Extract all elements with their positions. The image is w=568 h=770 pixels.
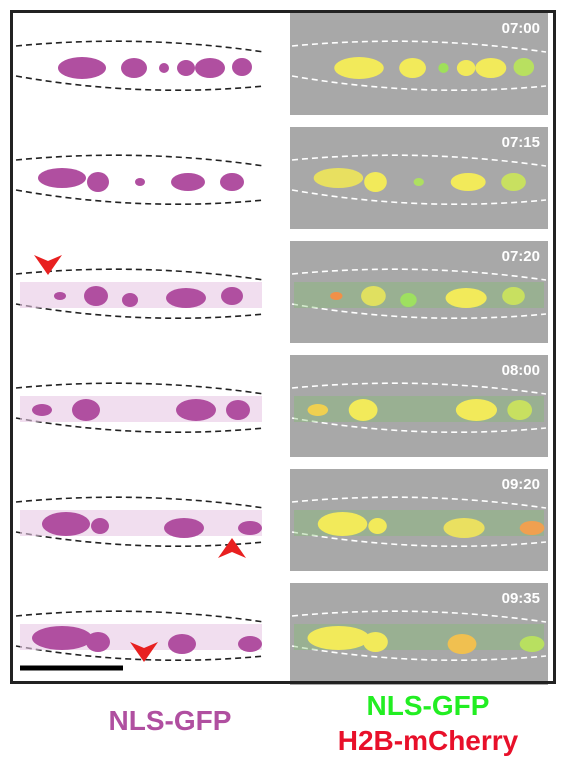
nucleus: [166, 288, 206, 308]
nucleus: [176, 399, 216, 421]
nucleus: [159, 63, 169, 73]
nucleus-overlay: [318, 512, 367, 536]
timestamp: 09:20: [502, 476, 540, 493]
nucleus-overlay: [400, 293, 416, 307]
nucleus-overlay: [457, 60, 476, 76]
nucleus-overlay: [501, 173, 526, 191]
nucleus-overlay: [443, 518, 484, 538]
timestamp: 08:00: [502, 362, 540, 379]
nucleus: [38, 168, 86, 188]
nucleus-overlay: [456, 399, 497, 421]
nucleus-overlay: [334, 57, 383, 79]
nucleus-overlay: [507, 400, 532, 420]
nucleus-overlay: [502, 287, 525, 305]
nucleus: [171, 173, 205, 191]
nucleus: [238, 521, 262, 535]
timestamp: 07:15: [502, 134, 540, 151]
timestamp: 09:35: [502, 590, 540, 607]
timestamp: 07:20: [502, 248, 540, 265]
nucleus: [168, 634, 196, 654]
nucleus-overlay: [364, 172, 387, 192]
nucleus-overlay: [363, 632, 388, 652]
nucleus: [164, 518, 204, 538]
nucleus-overlay: [308, 626, 370, 650]
nucleus: [232, 58, 252, 76]
nucleus-overlay: [330, 292, 342, 300]
right-red-label: H2B-mCherry: [338, 725, 519, 756]
nucleus: [86, 632, 110, 652]
nucleus: [121, 58, 147, 78]
nucleus: [58, 57, 106, 79]
nucleus: [32, 626, 92, 650]
nucleus-overlay: [368, 518, 387, 534]
nucleus-overlay: [308, 404, 329, 416]
cytoplasm-overlay: [294, 396, 544, 422]
nucleus: [42, 512, 90, 536]
nucleus-overlay: [520, 521, 545, 535]
right-green-label: NLS-GFP: [367, 690, 490, 721]
nucleus: [221, 287, 243, 305]
nucleus-overlay: [314, 168, 363, 188]
figure: 07:00 07:15 07:20 08:00 09:20 09:35 NLS-GFP N…: [0, 0, 568, 770]
timestamp: 07:00: [502, 20, 540, 37]
nucleus: [32, 404, 52, 416]
nucleus-overlay: [361, 286, 386, 306]
nucleus: [84, 286, 108, 306]
nucleus: [122, 293, 138, 307]
nucleus: [238, 636, 262, 652]
nucleus-overlay: [446, 288, 487, 308]
nucleus: [226, 400, 250, 420]
nucleus: [220, 173, 244, 191]
cytoplasm: [20, 396, 262, 422]
nucleus-overlay: [520, 636, 545, 652]
nucleus-overlay: [514, 58, 535, 76]
left-label: NLS-GFP: [109, 705, 232, 736]
nucleus: [135, 178, 145, 186]
nucleus-overlay: [448, 634, 477, 654]
nucleus-overlay: [475, 58, 506, 78]
nucleus-overlay: [451, 173, 486, 191]
nucleus: [177, 60, 195, 76]
nucleus: [91, 518, 109, 534]
nucleus: [72, 399, 100, 421]
nucleus-overlay: [438, 63, 448, 73]
nucleus-overlay: [349, 399, 378, 421]
nucleus-overlay: [399, 58, 426, 78]
nucleus-overlay: [414, 178, 424, 186]
nucleus: [87, 172, 109, 192]
nucleus: [195, 58, 225, 78]
nucleus: [54, 292, 66, 300]
